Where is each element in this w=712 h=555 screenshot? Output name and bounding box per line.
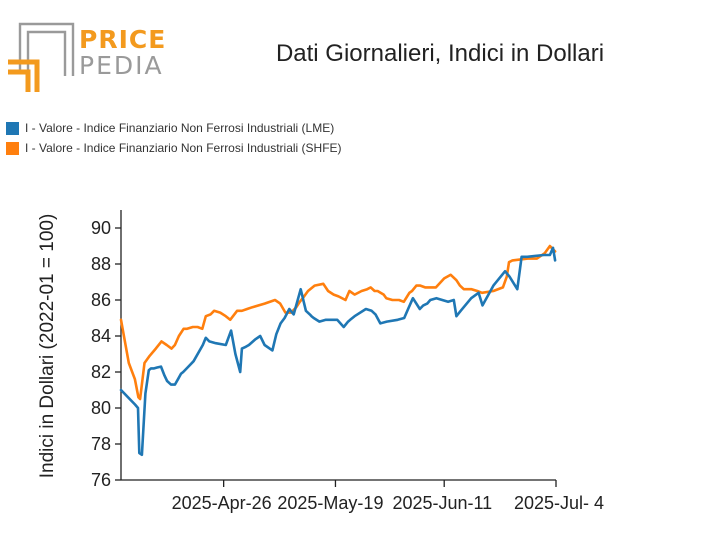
y-axis-title: Indici in Dollari (2022-01 = 100) xyxy=(37,214,58,479)
legend-label-shfe: I - Valore - Indice Finanziario Non Ferr… xyxy=(25,141,342,155)
y-tick-label: 88 xyxy=(91,254,111,274)
y-tick-label: 90 xyxy=(91,218,111,238)
legend-item-shfe[interactable]: I - Valore - Indice Finanziario Non Ferr… xyxy=(6,138,342,158)
logo-word-pedia: PEDIA xyxy=(79,51,164,80)
legend-label-lme: I - Valore - Indice Finanziario Non Ferr… xyxy=(25,121,335,135)
logo-mark-icon xyxy=(8,22,75,92)
series-layer xyxy=(119,244,557,457)
legend-item-lme[interactable]: I - Valore - Indice Finanziario Non Ferr… xyxy=(6,118,342,138)
y-tick-label: 78 xyxy=(91,434,111,454)
legend-swatch-shfe xyxy=(6,141,19,155)
axes: 76 78 80 82 84 86 88 90 2025-Apr-26 2025-May-19 20… xyxy=(91,210,604,513)
y-tick-label: 84 xyxy=(91,326,111,346)
y-tick-label: 82 xyxy=(91,362,111,382)
series-line-shfe xyxy=(119,244,557,401)
logo-word-price: PRICE xyxy=(79,25,166,54)
x-tick-label: 2025-May-19 xyxy=(277,493,383,513)
x-tick-label: 2025-Jun-11 xyxy=(392,493,492,513)
y-tick-label: 86 xyxy=(91,290,111,310)
y-tick-label: 76 xyxy=(91,470,111,490)
pricepedia-logo: PRICE PEDIA xyxy=(8,22,166,92)
x-tick-label: 2025-Apr-26 xyxy=(172,493,272,513)
y-tick-label: 80 xyxy=(91,398,111,418)
series-line-lme xyxy=(119,246,557,457)
x-tick-label: 2025-Jul- 4 xyxy=(514,493,604,513)
legend: I - Valore - Indice Finanziario Non Ferr… xyxy=(6,118,342,158)
chart-title: Dati Giornalieri, Indici in Dollari xyxy=(275,40,605,67)
legend-swatch-lme xyxy=(6,121,19,135)
